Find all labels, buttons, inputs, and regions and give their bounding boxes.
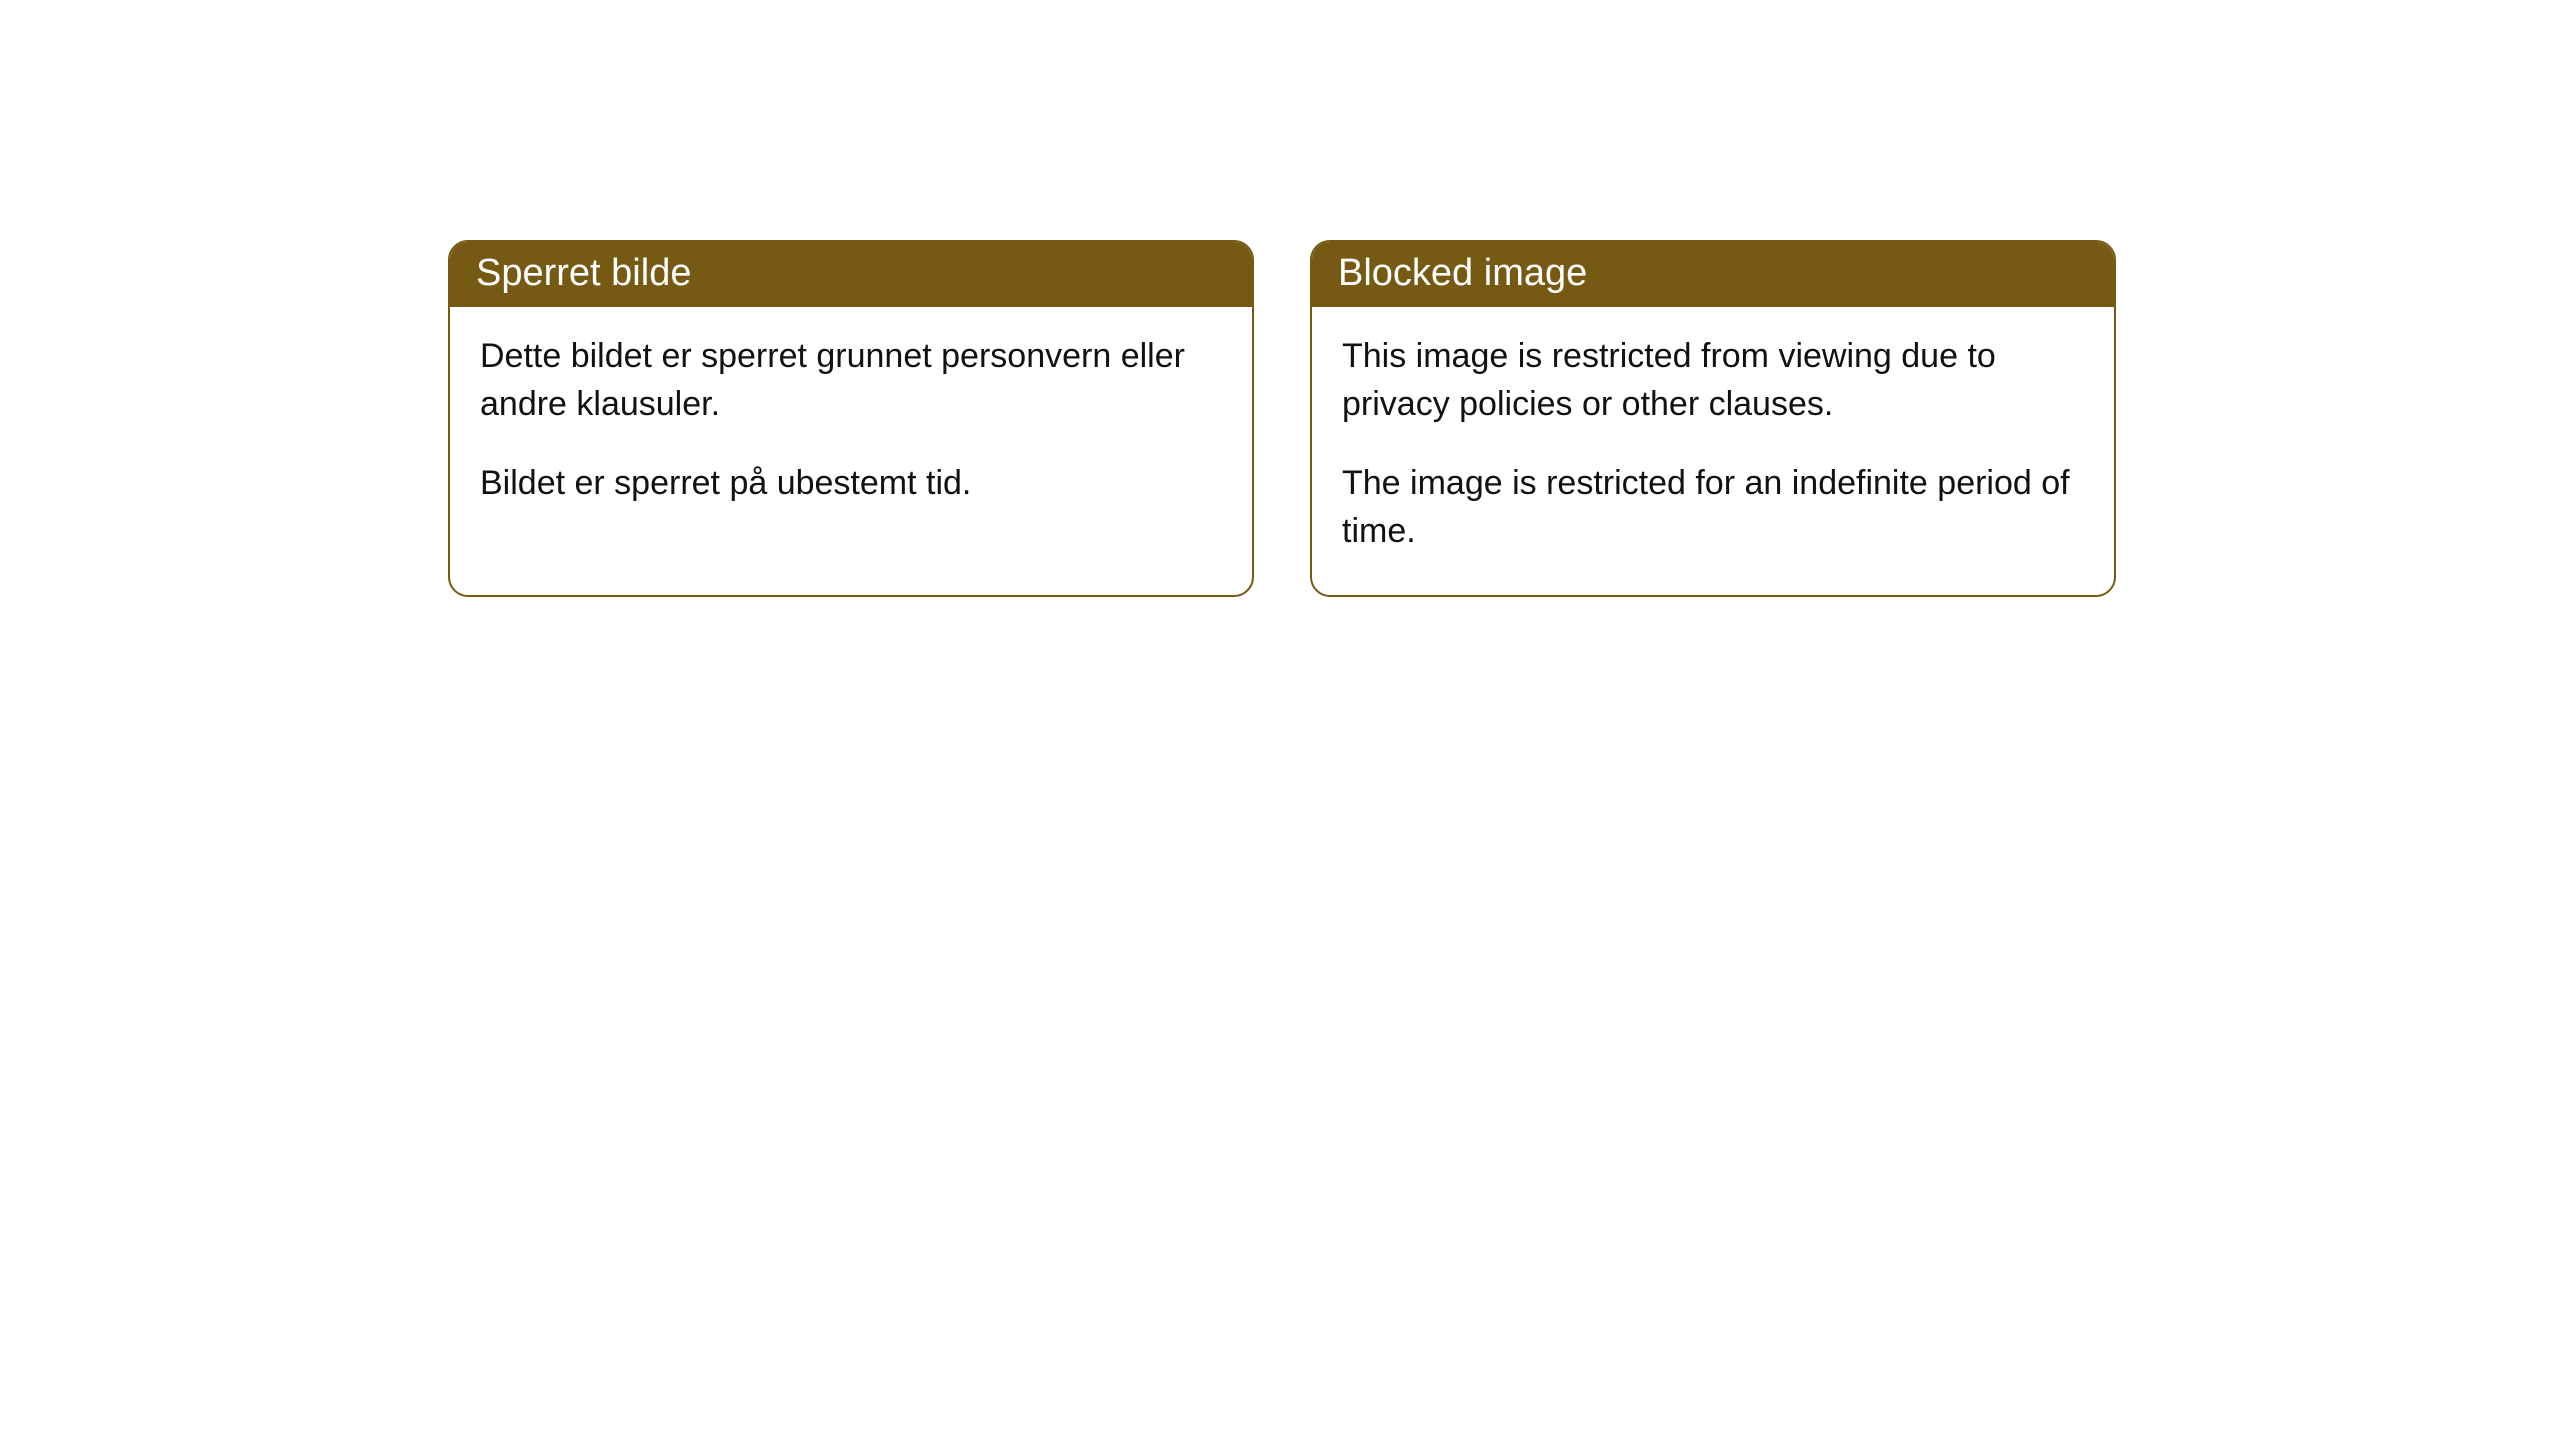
cards-container: Sperret bilde Dette bildet er sperret gr… xyxy=(0,0,2560,597)
blocked-image-card-no: Sperret bilde Dette bildet er sperret gr… xyxy=(448,240,1254,597)
blocked-image-card-en: Blocked image This image is restricted f… xyxy=(1310,240,2116,597)
card-text-line2: Bildet er sperret på ubestemt tid. xyxy=(480,460,1222,508)
card-header: Sperret bilde xyxy=(450,242,1252,307)
card-text-line1: Dette bildet er sperret grunnet personve… xyxy=(480,333,1222,428)
card-text-line2: The image is restricted for an indefinit… xyxy=(1342,460,2084,555)
card-header: Blocked image xyxy=(1312,242,2114,307)
card-body: Dette bildet er sperret grunnet personve… xyxy=(450,307,1252,548)
card-body: This image is restricted from viewing du… xyxy=(1312,307,2114,595)
card-text-line1: This image is restricted from viewing du… xyxy=(1342,333,2084,428)
